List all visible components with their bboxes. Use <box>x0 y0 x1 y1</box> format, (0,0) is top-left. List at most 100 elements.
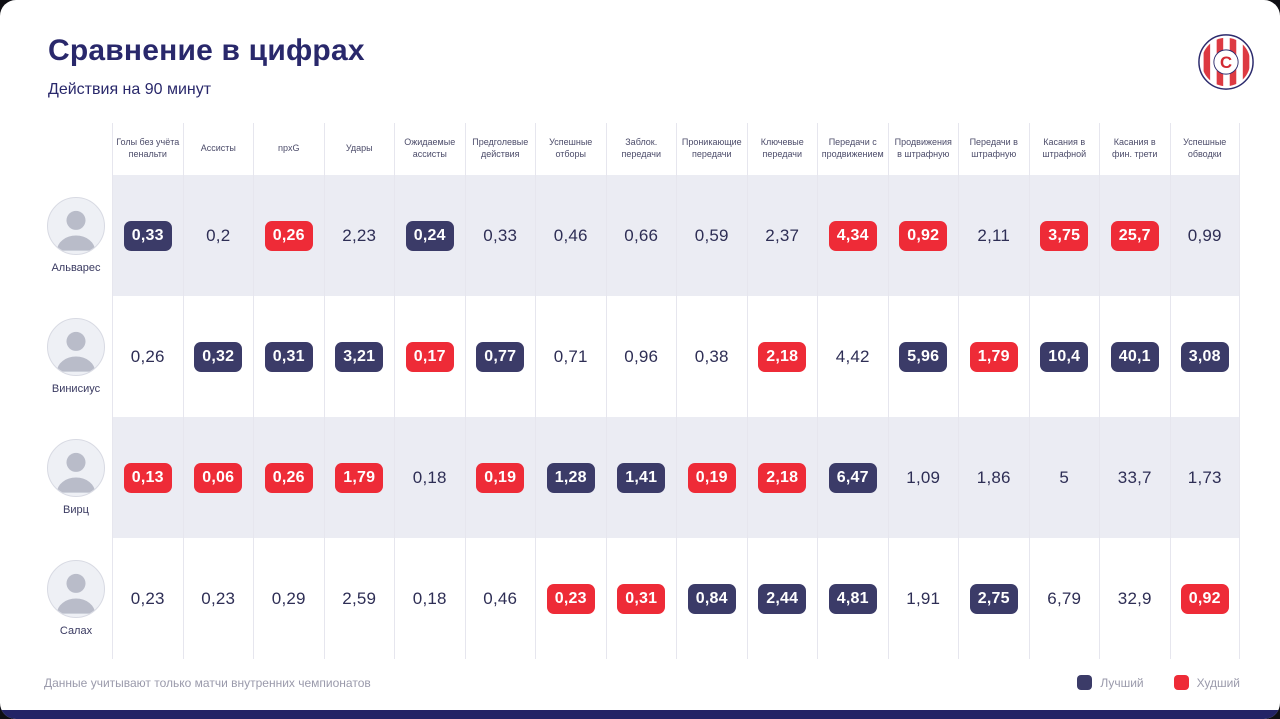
stat-cell: 2,18 <box>746 417 817 538</box>
best-value-badge: 3,21 <box>335 341 384 372</box>
player-avatar <box>47 197 105 255</box>
stat-value: 0,29 <box>271 588 306 608</box>
stat-value: 0,96 <box>624 346 659 366</box>
stat-cell: 0,33 <box>464 175 535 296</box>
column-header: Ожидаемые ассисты <box>394 123 465 175</box>
stat-cell: 0,29 <box>253 538 324 659</box>
legend-worst-swatch <box>1173 675 1189 690</box>
stat-cell: 40,1 <box>1099 296 1170 417</box>
best-value-badge: 0,31 <box>264 341 313 372</box>
best-value-badge: 1,41 <box>617 462 666 493</box>
stat-cell: 0,18 <box>394 417 465 538</box>
legend: Лучший Худший <box>1077 675 1240 690</box>
stat-cell: 1,73 <box>1169 417 1240 538</box>
stat-cell: 2,37 <box>746 175 817 296</box>
stat-cell: 6,79 <box>1028 538 1100 659</box>
stat-cell: 5 <box>1028 417 1099 538</box>
stat-value: 1,91 <box>906 588 941 608</box>
worst-value-badge: 0,92 <box>899 220 948 251</box>
legend-best: Лучший <box>1077 675 1144 690</box>
stat-cell: 25,7 <box>1099 175 1170 296</box>
stat-cell: 0,06 <box>182 417 253 538</box>
person-silhouette-icon <box>56 452 96 493</box>
stat-cell: 0,92 <box>887 175 958 296</box>
stat-cell: 0,19 <box>676 417 747 538</box>
table-header-row: Голы без учёта пенальти Ассисты npxG Удары О… <box>40 123 1240 175</box>
stat-cell: 0,38 <box>676 296 747 417</box>
column-header: Касания в штрафной <box>1028 123 1100 175</box>
best-value-badge: 2,44 <box>758 583 807 614</box>
stat-cell: 32,9 <box>1099 538 1170 659</box>
stat-cell: 0,19 <box>464 417 535 538</box>
column-header: Ассисты <box>182 123 254 175</box>
stat-value: 0,38 <box>694 346 729 366</box>
column-header: Голы без учёта пенальти <box>112 123 183 175</box>
legend-best-label: Лучший <box>1100 675 1144 690</box>
column-header: Касания в фин. трети <box>1099 123 1170 175</box>
stat-value: 2,59 <box>342 588 377 608</box>
stat-cell: 2,18 <box>746 296 818 417</box>
stat-value: 2,23 <box>342 225 377 245</box>
best-value-badge: 10,4 <box>1040 341 1089 372</box>
stat-cell: 0,66 <box>605 175 676 296</box>
stat-cell: 5,96 <box>887 296 959 417</box>
stat-cell: 0,99 <box>1169 175 1240 296</box>
stat-cell: 0,32 <box>182 296 254 417</box>
column-header: Передачи в штрафную <box>958 123 1029 175</box>
player-cell: Вирц <box>40 417 112 538</box>
stat-value: 33,7 <box>1117 467 1152 487</box>
stat-value: 0,26 <box>130 346 165 366</box>
worst-value-badge: 0,92 <box>1180 583 1229 614</box>
stat-cell: 2,44 <box>746 538 818 659</box>
stat-cell: 0,23 <box>112 538 183 659</box>
worst-value-badge: 0,31 <box>617 583 666 614</box>
player-row: Салах 0,23 0,23 0,29 2,59 0,18 0,46 0,23 0,31 0,8… <box>40 538 1240 659</box>
stat-value: 0,59 <box>694 225 729 245</box>
comparison-table: Голы без учёта пенальти Ассисты npxG Удары О… <box>40 123 1240 659</box>
stat-value: 0,99 <box>1187 225 1222 245</box>
stat-cell: 0,31 <box>253 296 324 417</box>
worst-value-badge: 1,79 <box>969 341 1018 372</box>
stat-cell: 2,11 <box>958 175 1029 296</box>
best-value-badge: 3,08 <box>1180 341 1229 372</box>
stat-value: 0,46 <box>553 225 588 245</box>
stat-value: 2,37 <box>765 225 800 245</box>
legend-best-swatch <box>1077 675 1093 690</box>
player-avatar <box>47 560 105 618</box>
player-column-header <box>40 123 112 175</box>
stat-cell: 0,92 <box>1169 538 1240 659</box>
page-footer: Данные учитывают только матчи внутренних… <box>0 659 1280 690</box>
best-value-badge: 0,24 <box>405 220 454 251</box>
player-cell: Салах <box>40 538 112 659</box>
column-header: Проникающие передачи <box>676 123 747 175</box>
person-silhouette-icon <box>56 331 96 372</box>
worst-value-badge: 1,79 <box>335 462 384 493</box>
stat-cell: 0,13 <box>112 417 183 538</box>
stat-cell: 33,7 <box>1099 417 1170 538</box>
column-header: Ключевые передачи <box>746 123 818 175</box>
stat-cell: 0,71 <box>535 296 606 417</box>
stat-cell: 0,26 <box>112 296 183 417</box>
worst-value-badge: 0,17 <box>405 341 454 372</box>
club-logo-icon: С <box>1198 34 1254 90</box>
best-value-badge: 0,77 <box>476 341 525 372</box>
player-name: Вирц <box>63 504 89 516</box>
stat-cell: 1,79 <box>958 296 1029 417</box>
stat-cell: 2,59 <box>323 538 395 659</box>
stat-value: 4,42 <box>835 346 870 366</box>
best-value-badge: 4,81 <box>828 583 877 614</box>
stat-value: 0,33 <box>483 225 518 245</box>
stat-cell: 4,34 <box>817 175 888 296</box>
worst-value-badge: 0,26 <box>264 220 313 251</box>
stat-cell: 1,09 <box>887 417 958 538</box>
stat-value: 0,71 <box>553 346 588 366</box>
worst-value-badge: 2,18 <box>758 462 807 493</box>
table-body: Альварес 0,33 0,2 0,26 2,23 0,24 0,33 0,46 0,66 0… <box>40 175 1240 659</box>
worst-value-badge: 25,7 <box>1110 220 1159 251</box>
column-header: Заблок. передачи <box>605 123 677 175</box>
player-cell: Винисиус <box>40 296 112 417</box>
best-value-badge: 5,96 <box>899 341 948 372</box>
best-value-badge: 0,32 <box>194 341 243 372</box>
worst-value-badge: 3,75 <box>1040 220 1089 251</box>
